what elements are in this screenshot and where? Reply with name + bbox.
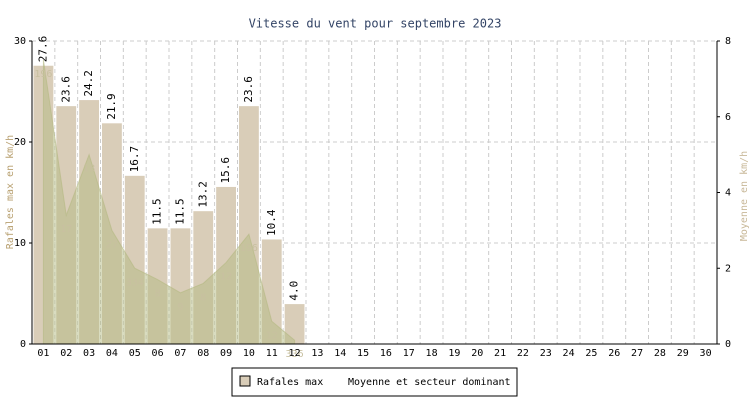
chart-title: Vitesse du vent pour septembre 2023	[249, 17, 502, 31]
y2-tick-label: 2	[725, 263, 731, 274]
value-label: 13.2	[196, 181, 209, 208]
point-label: 8	[155, 289, 161, 300]
x-tick-label: 02	[60, 348, 72, 359]
value-label: 4.0	[288, 281, 301, 301]
x-tick-label: 17	[403, 348, 415, 359]
legend-label: Rafales max	[257, 377, 323, 388]
point-label: 336	[286, 349, 304, 360]
value-label: 24.2	[82, 70, 95, 97]
y2-tick-label: 8	[725, 36, 731, 47]
y2-tick-label: 4	[725, 188, 731, 199]
legend	[231, 367, 518, 397]
point-label: 17	[60, 224, 72, 235]
x-tick-label: 25	[585, 348, 597, 359]
x-tick-label: 16	[380, 348, 392, 359]
x-tick-label: 21	[494, 348, 506, 359]
point-label: 196	[34, 69, 52, 80]
legend-swatch	[239, 375, 251, 387]
value-label: 10.4	[265, 209, 278, 236]
y2-tick-label: 0	[725, 339, 731, 350]
value-label: 11.5	[173, 198, 186, 225]
legend-label: Moyenne et secteur dominant	[348, 377, 511, 388]
x-tick-label: 08	[197, 348, 209, 359]
x-tick-label: 05	[129, 348, 141, 359]
x-tick-label: 27	[631, 348, 643, 359]
value-label: 23.6	[59, 76, 72, 103]
y-tick-label: 10	[14, 238, 26, 249]
point-label: 334	[126, 277, 144, 288]
x-tick-label: 13	[311, 348, 323, 359]
value-label: 15.6	[219, 157, 232, 184]
value-label: 23.6	[242, 76, 255, 103]
x-tick-label: 28	[654, 348, 666, 359]
x-tick-label: 10	[243, 348, 255, 359]
x-tick-label: 12	[289, 348, 301, 359]
x-tick-label: 24	[563, 348, 575, 359]
value-label: 21.9	[105, 93, 118, 120]
x-tick-label: 23	[540, 348, 552, 359]
x-tick-label: 07	[174, 348, 186, 359]
x-tick-label: 22	[517, 348, 529, 359]
point-label: 18	[83, 164, 95, 175]
x-tick-label: 26	[608, 348, 620, 359]
x-tick-label: 15	[357, 348, 369, 359]
value-label: 27.6	[36, 36, 49, 63]
y-tick-label: 0	[20, 339, 26, 350]
x-tick-label: 19	[448, 348, 460, 359]
y-tick-label: 30	[14, 36, 26, 47]
y-tick-label: 20	[14, 137, 26, 148]
point-label: 27	[106, 239, 118, 250]
y-axis-label: Rafales max en km/h	[5, 135, 16, 249]
value-label: 11.5	[151, 198, 164, 225]
area	[42, 59, 296, 345]
point-label: 196	[240, 243, 258, 254]
x-tick-label: 30	[700, 348, 712, 359]
x-tick-label: 18	[426, 348, 438, 359]
point-label: 12	[220, 272, 232, 283]
x-tick-label: 20	[471, 348, 483, 359]
value-label: 16.7	[128, 146, 141, 173]
x-tick-label: 06	[152, 348, 164, 359]
point-label: 8	[200, 292, 206, 303]
x-tick-label: 09	[220, 348, 232, 359]
x-tick-label: 14	[334, 348, 346, 359]
x-tick-label: 11	[266, 348, 278, 359]
x-tick-label: 04	[106, 348, 118, 359]
x-tick-label: 03	[83, 348, 95, 359]
x-tick-label: 01	[37, 348, 49, 359]
point-label: 9	[177, 302, 183, 313]
y2-tick-label: 6	[725, 112, 731, 123]
x-tick-label: 29	[677, 348, 689, 359]
point-label: 12	[266, 330, 278, 341]
y2-axis-label: Moyenne en km/h	[739, 151, 750, 241]
